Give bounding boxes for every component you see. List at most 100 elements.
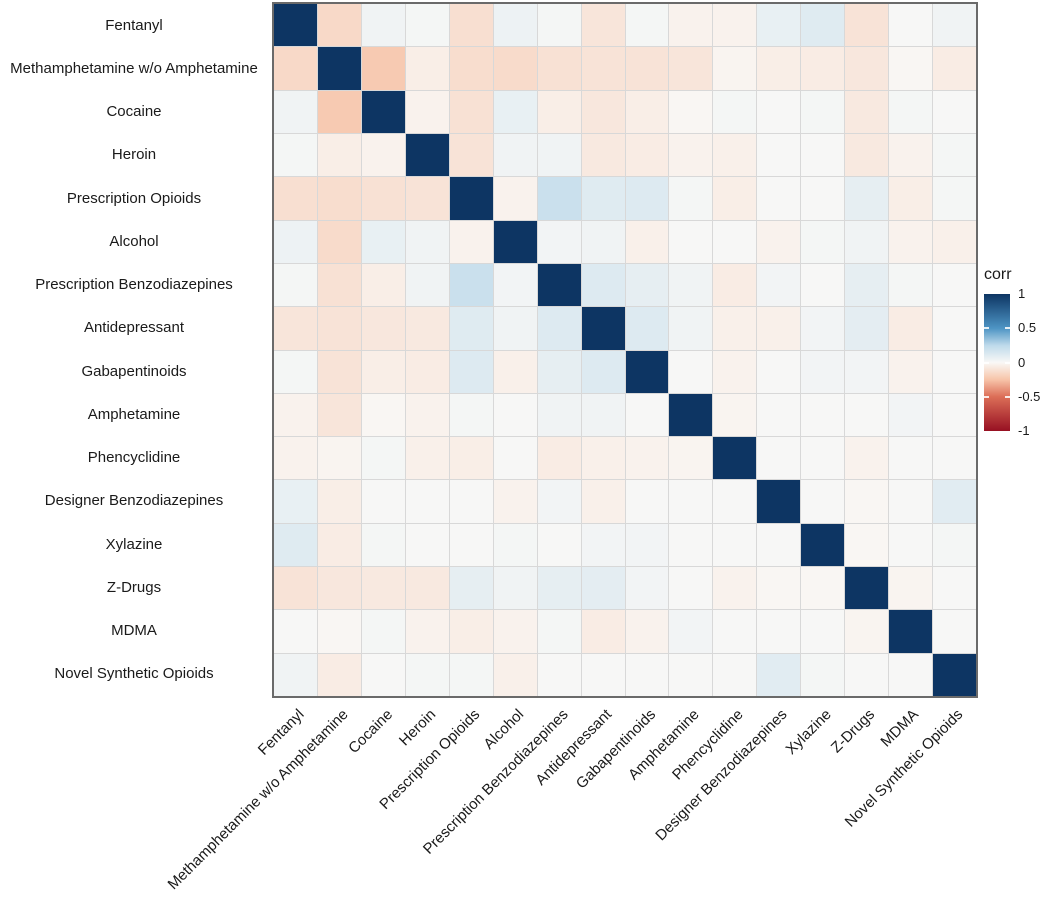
heatmap-cell [361, 393, 405, 437]
heatmap-cell [713, 90, 757, 133]
heatmap-cell [361, 567, 405, 610]
heatmap-cell [274, 307, 317, 350]
heatmap-cell [361, 177, 405, 220]
heatmap-cell [449, 263, 493, 307]
heatmap-cell [581, 263, 625, 307]
heatmap-cell [449, 90, 493, 133]
heatmap-cell [933, 133, 976, 177]
heatmap-panel [272, 2, 978, 698]
heatmap-cell [493, 610, 537, 653]
heatmap-cell [317, 653, 361, 696]
heatmap-cell [274, 90, 317, 133]
legend-tick-label: 0.5 [1018, 320, 1037, 336]
heatmap-cell [845, 133, 889, 177]
heatmap-cell [449, 47, 493, 90]
heatmap-cell [317, 47, 361, 90]
heatmap-cell [405, 307, 449, 350]
heatmap-cell [581, 567, 625, 610]
heatmap-cell [405, 523, 449, 567]
heatmap-cell [757, 393, 801, 437]
heatmap-cell [274, 653, 317, 696]
heatmap-cell [274, 567, 317, 610]
heatmap-cell [537, 263, 581, 307]
y-axis-label: Amphetamine [87, 405, 181, 423]
heatmap-cell [757, 4, 801, 47]
heatmap-cell [889, 393, 933, 437]
heatmap-cell [669, 567, 713, 610]
heatmap-cell [581, 350, 625, 393]
heatmap-cell [274, 610, 317, 653]
heatmap-cell [537, 567, 581, 610]
heatmap-cell [537, 47, 581, 90]
heatmap-cell [801, 567, 845, 610]
y-axis-label: Heroin [111, 146, 157, 164]
heatmap-cell [317, 220, 361, 263]
heatmap-cell [845, 220, 889, 263]
heatmap-cell [669, 90, 713, 133]
heatmap-cell [537, 350, 581, 393]
heatmap-cell [493, 4, 537, 47]
heatmap-cell [493, 263, 537, 307]
heatmap-cell [889, 133, 933, 177]
heatmap-cell [537, 523, 581, 567]
legend-tick-mark [984, 395, 989, 398]
heatmap-cell [933, 653, 976, 696]
heatmap-cell [537, 480, 581, 523]
y-axis-label: Antidepressant [83, 319, 185, 337]
heatmap-cell [713, 307, 757, 350]
heatmap-cell [581, 90, 625, 133]
heatmap-cell [713, 263, 757, 307]
heatmap-cell [801, 350, 845, 393]
x-axis-label: Antidepressant [532, 706, 616, 789]
heatmap-cell [361, 437, 405, 480]
y-axis-label: Z-Drugs [106, 578, 162, 596]
heatmap-cell [317, 480, 361, 523]
heatmap-cell [713, 567, 757, 610]
heatmap-cell [669, 177, 713, 220]
heatmap-cell [405, 610, 449, 653]
heatmap-cell [449, 653, 493, 696]
heatmap-cell [713, 4, 757, 47]
heatmap-cell [625, 480, 669, 523]
heatmap-cell [449, 4, 493, 47]
legend-tick-label: -0.5 [1018, 388, 1041, 404]
heatmap-cell [361, 220, 405, 263]
heatmap-cell [581, 523, 625, 567]
heatmap-cell [405, 350, 449, 393]
heatmap-cell [405, 567, 449, 610]
heatmap-cell [405, 393, 449, 437]
heatmap-cell [625, 4, 669, 47]
heatmap-cell [933, 523, 976, 567]
heatmap-cell [889, 653, 933, 696]
heatmap-cell [713, 393, 757, 437]
heatmap-cell [317, 133, 361, 177]
heatmap-cell [581, 177, 625, 220]
heatmap-cell [845, 47, 889, 90]
heatmap-cell [845, 567, 889, 610]
x-axis-label: Xylazine [782, 706, 835, 759]
heatmap-cell [449, 133, 493, 177]
heatmap-cell [405, 177, 449, 220]
heatmap-cell [757, 263, 801, 307]
heatmap-cell [801, 177, 845, 220]
legend-tick-mark [1005, 327, 1010, 330]
heatmap-cell [801, 263, 845, 307]
heatmap-cell [361, 47, 405, 90]
heatmap-cell [405, 133, 449, 177]
heatmap-cell [845, 177, 889, 220]
heatmap-cell [274, 480, 317, 523]
heatmap-cell [933, 307, 976, 350]
heatmap-cell [449, 567, 493, 610]
heatmap-cell [757, 567, 801, 610]
heatmap-cell [669, 47, 713, 90]
heatmap-cell [669, 263, 713, 307]
heatmap-cell [625, 133, 669, 177]
x-axis-label: Z-Drugs [828, 706, 879, 757]
heatmap-cell [669, 307, 713, 350]
heatmap-cell [581, 393, 625, 437]
heatmap-cell [625, 610, 669, 653]
heatmap-cell [757, 47, 801, 90]
heatmap-cell [581, 307, 625, 350]
heatmap-cell [889, 90, 933, 133]
heatmap-cell [405, 437, 449, 480]
